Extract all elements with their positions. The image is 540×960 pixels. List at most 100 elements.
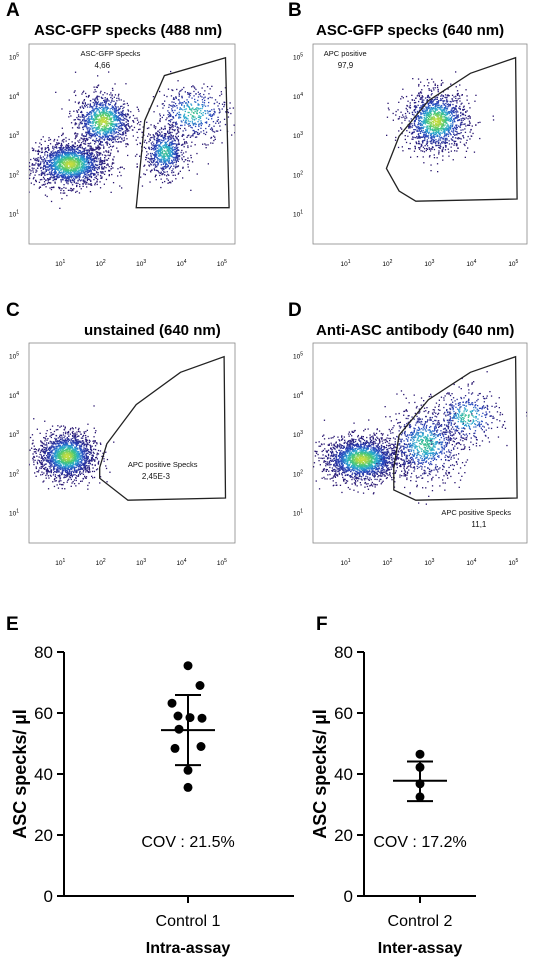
event-dot [420, 124, 423, 126]
event-dot [436, 117, 438, 119]
y-tick-label: 104 [9, 92, 19, 101]
event-dot [200, 127, 202, 129]
event-dot [43, 159, 45, 161]
event-dot [80, 160, 82, 163]
event-dot [411, 131, 413, 134]
event-dot [96, 156, 99, 158]
event-dot [161, 161, 163, 164]
event-dot [105, 167, 107, 169]
event-dot [54, 171, 56, 173]
event-dot [155, 151, 158, 153]
event-dot [22, 152, 23, 153]
event-dot [67, 180, 69, 182]
event-dot [107, 121, 109, 123]
event-dot [163, 139, 165, 141]
event-dot [203, 132, 205, 135]
event-dot [90, 161, 92, 163]
event-dot [102, 171, 104, 173]
event-dot [83, 135, 85, 137]
event-dot [94, 118, 96, 121]
event-dot [103, 183, 105, 185]
event-dot [99, 103, 101, 106]
event-dot [213, 135, 215, 137]
event-dot [158, 138, 160, 141]
event-dot [447, 103, 449, 105]
event-dot [54, 178, 56, 181]
event-dot [79, 158, 82, 160]
event-dot [115, 110, 117, 113]
event-dot [190, 189, 192, 191]
event-dot [110, 131, 112, 133]
event-dot [56, 164, 58, 166]
event-dot [114, 104, 116, 106]
event-dot [438, 113, 440, 115]
event-dot [163, 168, 165, 171]
event-dot [423, 85, 425, 87]
event-dot [68, 138, 70, 141]
event-dot [62, 148, 64, 150]
event-dot [86, 186, 88, 188]
event-dot [61, 198, 63, 200]
event-dot [414, 124, 416, 127]
event-dot [49, 164, 52, 167]
event-dot [87, 138, 89, 140]
event-dot [177, 160, 179, 162]
event-dot [23, 146, 24, 147]
event-dot [95, 116, 97, 118]
event-dot [77, 172, 79, 174]
event-dot [52, 168, 54, 170]
event-dot [108, 104, 110, 106]
event-dot [73, 91, 75, 93]
event-dot [49, 178, 51, 180]
event-dot [76, 148, 78, 150]
event-dot [44, 194, 47, 196]
event-dot [78, 125, 80, 127]
event-dot [93, 113, 95, 116]
event-dot [183, 113, 186, 115]
event-dot [453, 112, 455, 114]
event-dot [436, 124, 438, 126]
event-dot [43, 172, 45, 174]
event-dot [111, 173, 113, 176]
event-dot [177, 80, 179, 82]
event-dot [91, 172, 93, 174]
event-dot [106, 164, 108, 166]
event-dot [61, 175, 63, 178]
event-dot [79, 175, 81, 177]
event-dot [125, 125, 127, 127]
event-dot [157, 134, 160, 136]
event-dot [198, 125, 200, 128]
event-dot [38, 160, 40, 162]
event-dot [90, 125, 92, 127]
event-dot [117, 141, 119, 143]
event-dot [127, 154, 129, 157]
event-dot [114, 123, 116, 125]
event-dot [99, 122, 101, 124]
event-dot [84, 116, 86, 118]
event-dot [78, 171, 80, 173]
event-dot [182, 133, 184, 136]
event-dot [109, 170, 111, 172]
event-dot [82, 126, 84, 128]
event-dot [49, 177, 51, 179]
event-dot [153, 147, 155, 149]
event-dot [77, 175, 80, 177]
event-dot [413, 121, 416, 123]
event-dot [97, 99, 99, 101]
event-dot [172, 162, 174, 164]
event-dot [107, 142, 109, 144]
event-dot [167, 160, 169, 162]
event-dot [174, 148, 176, 150]
event-dot [426, 128, 429, 130]
event-dot [170, 155, 172, 157]
event-dot [164, 100, 166, 102]
event-dot [96, 171, 98, 174]
event-dot [132, 135, 134, 137]
event-dot [430, 139, 432, 142]
event-dot [69, 158, 71, 160]
event-dot [454, 134, 456, 136]
event-dot [59, 160, 61, 162]
event-dot [93, 134, 95, 136]
event-dot [57, 155, 60, 157]
event-dot [55, 91, 57, 93]
